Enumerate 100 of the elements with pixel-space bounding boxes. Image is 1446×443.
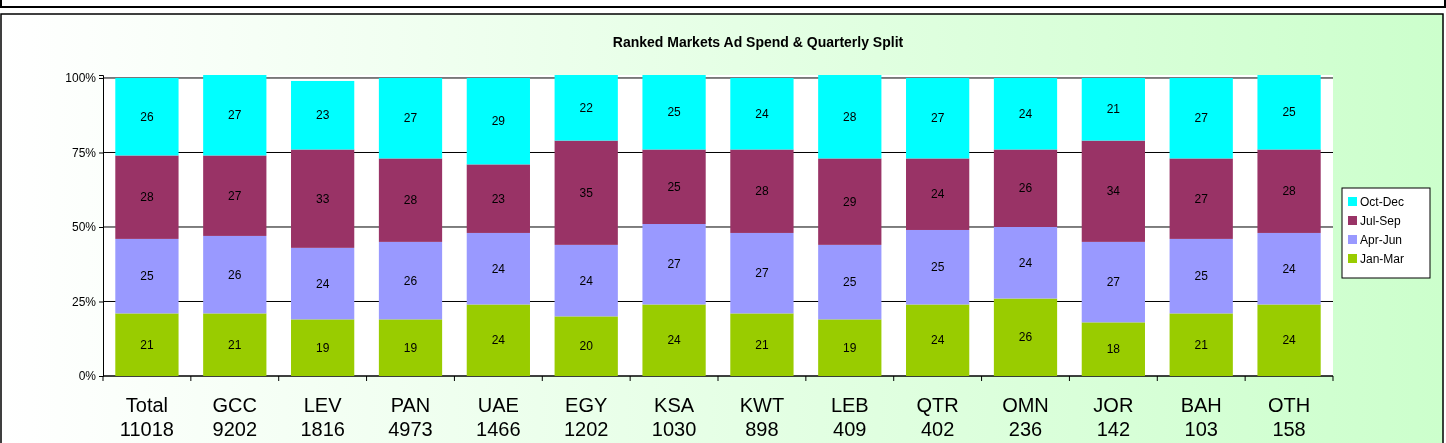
y-tick-label: 25%: [71, 294, 97, 309]
bar: [115, 77, 179, 156]
data-label: 23: [491, 191, 506, 206]
y-tick-label: 100%: [65, 71, 97, 86]
bar: [291, 319, 355, 376]
data-label: 25: [843, 275, 857, 290]
data-label: 27: [667, 257, 682, 272]
bar: [115, 238, 179, 314]
data-label: 27: [930, 111, 945, 126]
data-label: 20: [579, 339, 594, 354]
bar: [378, 77, 443, 159]
data-label: 24: [315, 276, 330, 291]
bar: [291, 80, 355, 150]
x-tick-label: KSA 1030: [651, 394, 697, 440]
legend-label: Jan-Mar: [1360, 252, 1405, 266]
data-label: 27: [403, 111, 418, 126]
data-label: 24: [491, 333, 506, 348]
x-tick-label: QTR 402: [916, 394, 959, 440]
data-label: 29: [491, 114, 506, 129]
data-label: 34: [1106, 184, 1121, 199]
bar: [730, 77, 794, 150]
bar: [1257, 75, 1321, 150]
data-label: 23: [315, 108, 330, 123]
data-label: 24: [930, 187, 945, 202]
data-label: 28: [755, 184, 769, 199]
data-label: 21: [1106, 102, 1121, 117]
x-tick-label: GCC 9202: [212, 394, 258, 440]
x-tick-label: UAE 1466: [476, 394, 521, 440]
data-label: 35: [579, 185, 594, 200]
bar: [906, 158, 970, 230]
bar: [993, 298, 1058, 376]
data-label: 26: [140, 109, 154, 124]
bar: [466, 164, 530, 233]
data-label: 24: [1282, 261, 1297, 276]
y-tick-label: 50%: [71, 220, 97, 235]
bar: [115, 313, 179, 376]
bar: [906, 304, 970, 376]
bar: [203, 155, 267, 236]
bar: [466, 304, 530, 376]
bar: [378, 158, 443, 242]
bar: [1257, 149, 1321, 233]
y-tick-label: 0%: [78, 369, 97, 384]
data-label: 26: [1018, 181, 1033, 196]
data-label: 26: [1018, 330, 1033, 345]
bar: [818, 319, 882, 376]
bar: [1257, 304, 1321, 376]
bar: [1081, 140, 1145, 242]
data-label: 19: [315, 340, 330, 355]
data-label: 28: [843, 109, 857, 124]
bar: [818, 158, 882, 245]
bar: [1169, 238, 1233, 314]
data-label: 28: [1282, 184, 1297, 199]
x-tick-label: OMN 236: [1002, 394, 1049, 440]
bar: [554, 75, 618, 141]
bar: [554, 316, 618, 376]
x-tick-label: PAN 4973: [388, 394, 433, 440]
bar: [466, 232, 530, 305]
bar: [378, 241, 443, 320]
bar: [466, 77, 530, 165]
legend-label: Apr-Jun: [1360, 233, 1403, 247]
data-label: 24: [755, 106, 769, 121]
chart-title: Ranked Markets Ad Spend & Quarterly Split: [612, 34, 904, 50]
bar: [730, 149, 794, 233]
bar: [1169, 313, 1233, 376]
data-label: 33: [315, 191, 330, 206]
data-label: 19: [403, 340, 418, 355]
data-label: 21: [1194, 337, 1209, 352]
data-label: 24: [1018, 255, 1033, 270]
legend-label: Oct-Dec: [1360, 195, 1405, 209]
bar: [906, 77, 970, 159]
bar: [993, 149, 1058, 227]
data-label: 25: [930, 260, 945, 275]
data-label: 21: [755, 337, 769, 352]
data-label: 25: [1194, 269, 1209, 284]
bar: [818, 75, 882, 159]
data-label: 19: [843, 340, 857, 355]
data-label: 27: [228, 188, 242, 203]
bar: [730, 232, 794, 314]
bar: [291, 149, 355, 248]
data-label: 21: [228, 337, 242, 352]
bar: [1169, 158, 1233, 239]
data-label: 27: [1194, 111, 1209, 126]
bar: [115, 155, 179, 239]
bar: [1081, 241, 1145, 323]
data-label: 25: [1282, 105, 1297, 120]
data-label: 27: [755, 266, 769, 281]
data-label: 27: [1194, 191, 1209, 206]
x-tick-label: OTH 158: [1267, 394, 1311, 440]
x-tick-label: EGY 1202: [563, 394, 609, 440]
bar: [203, 235, 267, 314]
bar: [1081, 322, 1145, 376]
data-label: 24: [930, 333, 945, 348]
x-tick-label: JOR 142: [1093, 394, 1134, 440]
bar: [554, 140, 618, 245]
bar: [378, 319, 443, 376]
bar: [993, 226, 1058, 299]
data-label: 27: [1106, 275, 1121, 290]
data-label: 18: [1106, 342, 1121, 357]
bar: [554, 244, 618, 317]
bar: [818, 244, 882, 320]
